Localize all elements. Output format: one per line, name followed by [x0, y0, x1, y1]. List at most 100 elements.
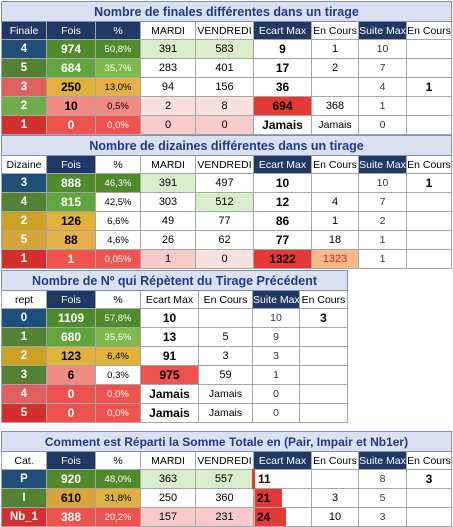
dizaines-title: Nombre de dizaines différentes dans un t…	[0, 135, 453, 156]
vendredi-cell: 557	[195, 469, 254, 489]
header-pct: %	[95, 451, 141, 470]
table-row: 4 0 0,0% Jamais Jamais 0	[1, 384, 349, 404]
fois-cell: 123	[46, 346, 96, 366]
table-row: 1 1 0,05% 1 0 1322 1323 1	[1, 249, 453, 269]
ecart-max-cell: Jamais	[140, 384, 199, 404]
fois-cell: 250	[46, 77, 96, 97]
suite-max-cell: 1	[358, 249, 407, 269]
fois-cell: 680	[46, 327, 96, 347]
mardi-cell: 1	[140, 249, 196, 269]
table-row: 3 888 46,3% 391 497 10 10 1	[1, 173, 453, 193]
suite-max-cell: 1	[358, 96, 407, 116]
en-cours-cell: Jamais	[311, 115, 359, 135]
table-row: P 920 48,0% 363 557 11 8 3	[1, 469, 452, 489]
vendredi-cell: 583	[195, 39, 254, 59]
pct-cell: 6,4%	[95, 346, 141, 366]
header-en-cours: En Cours	[311, 155, 359, 174]
header-ecart-max: Ecart Max	[253, 155, 312, 174]
somme-title: Comment est Réparti la Somme Totale en (…	[1, 431, 452, 452]
en-cours-2-cell	[405, 58, 453, 78]
ecart-max-cell: 36	[253, 77, 312, 97]
ecart-max-cell: 77	[253, 230, 312, 250]
cat-cell: 3	[1, 365, 47, 385]
suite-max-cell: 0	[252, 384, 300, 404]
en-cours-cell: 3	[198, 346, 253, 366]
cat-cell: 5	[1, 230, 47, 250]
vendredi-cell: 360	[195, 488, 254, 508]
en-cours-2-cell	[405, 96, 453, 116]
header-fois: Fois	[46, 21, 96, 40]
en-cours-cell: 59	[198, 365, 253, 385]
fois-cell: 0	[46, 115, 96, 135]
en-cours-cell: 4	[311, 192, 359, 212]
vendredi-cell: 0	[195, 115, 254, 135]
en-cours-2-cell	[405, 230, 453, 250]
finales-title: Nombre de finales différentes dans un ti…	[0, 1, 453, 22]
fois-cell: 0	[46, 384, 96, 404]
fois-cell: 974	[46, 39, 96, 59]
cat-cell: Nb_1	[1, 507, 47, 527]
header-fois: Fois	[46, 155, 96, 174]
fois-cell: 10	[46, 96, 96, 116]
cat-cell: 1	[1, 249, 47, 269]
pct-cell: 20,2%	[95, 507, 141, 527]
table-row: 2 126 6,6% 49 77 86 1 2	[1, 211, 453, 231]
pct-cell: 0,5%	[95, 96, 141, 116]
header-dizaine: Dizaine	[1, 155, 47, 174]
table-row: Nb_1 388 20,2% 157 231 24 10 3	[1, 507, 452, 527]
ecart-max-cell: 11	[252, 469, 312, 489]
header-vendredi: VENDREDI	[195, 21, 254, 40]
pct-cell: 0,05%	[95, 249, 141, 269]
suite-max-cell: 8	[358, 469, 407, 489]
mardi-cell: 26	[140, 230, 196, 250]
header-mardi: MARDI	[140, 155, 196, 174]
suite-max-cell: 10	[252, 308, 300, 328]
header-en-cours-2: En Cours	[298, 290, 349, 309]
mardi-cell: 391	[140, 39, 196, 59]
en-cours-2-cell	[406, 507, 452, 527]
suite-max-cell: 7	[358, 192, 407, 212]
en-cours-cell: Jamais	[198, 384, 253, 404]
mardi-cell: 157	[140, 507, 196, 527]
header-en-cours: En Cours	[311, 21, 359, 40]
ecart-max-cell: 91	[140, 346, 199, 366]
header-ecart-max: Ecart Max	[253, 21, 312, 40]
header-ecart-max: Ecart Max	[253, 451, 312, 470]
ecart-max-cell: 21	[253, 488, 312, 508]
suite-max-cell: 2	[358, 211, 407, 231]
suite-max-cell: 5	[358, 488, 407, 508]
cat-cell: 1	[1, 115, 47, 135]
header-rept: rept	[1, 290, 47, 309]
en-cours-cell: 1	[311, 211, 359, 231]
fois-cell: 1	[46, 249, 96, 269]
cat-cell: 2	[1, 346, 47, 366]
header-pct: %	[95, 21, 141, 40]
en-cours-cell: 10	[311, 507, 359, 527]
pct-cell: 57,8%	[95, 308, 141, 328]
cat-cell: 1	[1, 327, 47, 347]
mardi-cell: 363	[140, 469, 196, 489]
suite-max-cell: 4	[358, 77, 407, 97]
mardi-cell: 303	[140, 192, 196, 212]
ecart-max-cell: 86	[253, 211, 312, 231]
en-cours-2-cell	[405, 39, 453, 59]
en-cours-2-cell: 3	[298, 308, 349, 328]
fois-cell: 610	[46, 488, 96, 508]
repetitions-table: Nombre de Nº qui Répètent du Tirage Préc…	[0, 270, 349, 423]
ecart-max-cell: 975	[140, 365, 199, 385]
fois-cell: 0	[46, 403, 96, 423]
cat-cell: 4	[1, 384, 47, 404]
suite-max-cell: 1	[252, 365, 300, 385]
vendredi-cell: 512	[195, 192, 254, 212]
en-cours-cell: 1323	[311, 249, 359, 269]
dizaines-table: Nombre de dizaines différentes dans un t…	[0, 135, 453, 269]
suite-max-cell: 3	[252, 346, 300, 366]
en-cours-2-cell: 3	[406, 469, 452, 489]
en-cours-cell: 2	[311, 58, 359, 78]
table-row: 5 684 35,7% 283 401 17 2 7	[1, 58, 453, 78]
table-row: 5 88 4,6% 26 62 77 18 1	[1, 230, 453, 250]
mardi-cell: 250	[140, 488, 196, 508]
fois-cell: 1109	[46, 308, 96, 328]
header-pct: %	[95, 155, 141, 174]
table-row: 1 0 0,0% 0 0 Jamais Jamais 0	[1, 115, 453, 135]
